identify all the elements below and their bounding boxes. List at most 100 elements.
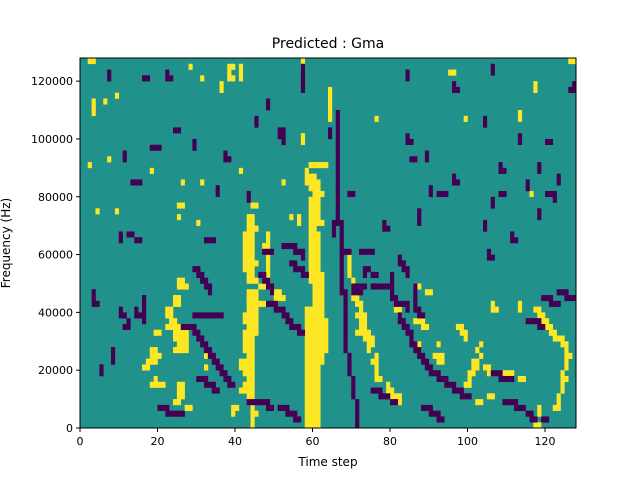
heatmap-cell-low [417,219,422,226]
heatmap-cell-high [370,358,375,365]
heatmap-cell-high [490,300,495,307]
heatmap-cell-low [382,393,387,400]
heatmap-cell-low [130,231,135,238]
heatmap-cell-high [537,306,542,313]
heatmap-cell-high [238,75,244,82]
heatmap-cell-high [459,329,464,336]
chart-title: Predicted : Gma [272,36,384,52]
heatmap-cell-low [351,393,356,400]
heatmap-cell-high [250,422,255,429]
heatmap-cell-high [564,352,569,359]
heatmap-cell-high [316,364,321,371]
heatmap-cell-high [560,370,565,377]
heatmap-cell-low [180,410,185,417]
heatmap-cell-high [312,185,317,192]
heatmap-cell-high [184,329,189,336]
heatmap-cell-low [134,312,139,319]
heatmap-cell-low [514,404,519,411]
heatmap-cell-low [483,115,488,122]
heatmap-cell-high [312,237,317,244]
heatmap-cell-high [312,341,317,348]
heatmap-cell-high [308,416,313,423]
heatmap-cell-high [266,231,271,238]
heatmap-cell-low [200,312,205,319]
heatmap-cell-high [312,219,317,226]
heatmap-cell-high [533,422,538,429]
heatmap-cell-high [312,260,317,267]
heatmap-cell-low [169,75,174,82]
heatmap-cell-low [134,306,139,313]
heatmap-cell-high [161,381,166,388]
heatmap-cell-high [328,92,333,99]
heatmap-cell-high [153,375,158,383]
heatmap-cell-high [417,318,422,325]
heatmap-cell-low [386,225,391,232]
heatmap-cell-low [525,179,530,186]
heatmap-cell-low [331,231,337,238]
heatmap-cell-low [452,86,457,93]
heatmap-cell-high [324,323,329,331]
heatmap-cell-high [242,318,247,325]
heatmap-cell-low [436,375,441,383]
heatmap-cell-low [95,300,100,307]
heatmap-cell-low [366,266,371,273]
heatmap-cell-high [180,335,185,342]
heatmap-cell-high [176,323,182,331]
heatmap-cell-high [312,422,317,429]
heatmap-cell-low [452,81,457,88]
heatmap-cell-high [320,358,325,365]
heatmap-cell-low [138,312,143,319]
heatmap-cell-low [556,289,561,296]
heatmap-cell-low [339,225,344,232]
heatmap-cell-low [362,283,368,290]
heatmap-cell-low [564,295,569,302]
heatmap-cell-low [192,266,197,273]
heatmap-cell-high [250,335,255,342]
heatmap-cell-low [169,410,174,417]
heatmap-cell-low [227,156,232,163]
heatmap-cell-high [312,335,317,342]
heatmap-cell-low [266,98,271,105]
heatmap-cell-low [246,196,251,203]
heatmap-cell-high [149,347,154,354]
heatmap-cell-high [359,300,364,307]
heatmap-cell-low [556,179,561,186]
heatmap-cell-high [149,381,154,388]
heatmap-cell-low [483,121,488,128]
heatmap-cell-low [428,404,433,411]
heatmap-cell-high [308,185,313,192]
heatmap-cell-low [409,138,414,146]
heatmap-cell-high [312,173,317,180]
heatmap-cell-high [467,381,472,388]
heatmap-cell-low [413,295,418,302]
heatmap-cell-high [312,399,317,406]
heatmap-cell-high [254,225,259,232]
heatmap-cell-low [362,248,368,255]
heatmap-cell-high [308,219,313,226]
heatmap-cell-low [409,329,414,336]
heatmap-cell-high [169,306,174,313]
heatmap-cell-high [250,358,255,365]
heatmap-cell-high [153,381,158,388]
heatmap-cell-high [359,312,364,319]
heatmap-cell-low [490,254,495,261]
heatmap-cell-high [308,364,313,371]
heatmap-cell-low [483,225,488,232]
heatmap-cell-low [517,133,523,140]
heatmap-cell-high [312,381,317,388]
heatmap-cell-high [103,98,108,105]
heatmap-cell-low [250,399,255,406]
heatmap-cell-low [359,289,364,296]
heatmap-cell-low [436,370,441,377]
heatmap-cell-low [343,300,348,307]
heatmap-cell-high [304,375,309,383]
heatmap-cell-high [552,404,557,411]
heatmap-cell-high [324,341,329,348]
heatmap-cell-high [246,352,251,359]
heatmap-cell-low [343,306,348,313]
heatmap-cell-low [285,404,290,411]
heatmap-cell-high [529,190,534,198]
heatmap-cell-high [393,306,399,313]
heatmap-cell-low [293,248,298,255]
heatmap-cell-low [157,144,162,151]
